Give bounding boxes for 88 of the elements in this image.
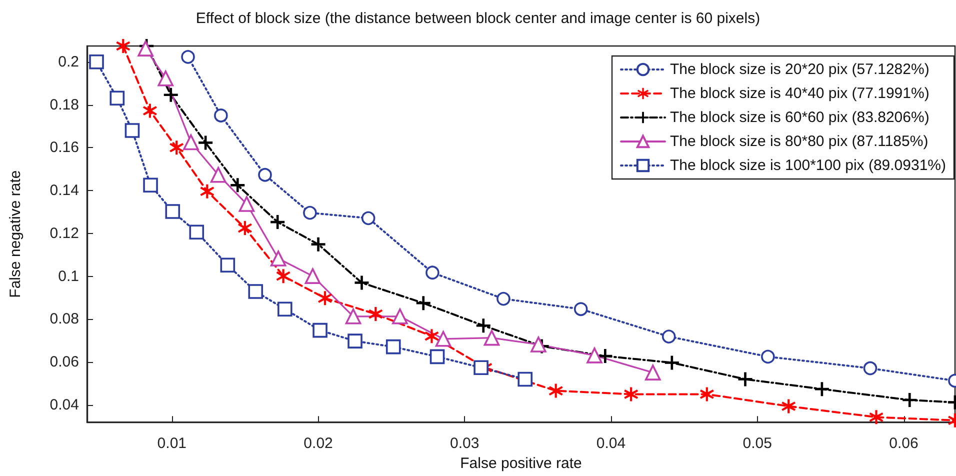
point	[158, 70, 174, 86]
point	[484, 330, 500, 346]
y-tick-label: 0.1	[58, 268, 79, 285]
legend-label: The block size is 60*60 pix (83.8206%)	[670, 109, 930, 126]
point	[586, 348, 602, 364]
point	[368, 307, 383, 322]
point	[664, 356, 679, 370]
chart-title: Effect of block size (the distance between block center and image center is 60 pixels)	[196, 10, 760, 27]
point	[304, 268, 321, 284]
point	[183, 134, 199, 150]
point	[496, 292, 510, 306]
point	[354, 276, 369, 290]
y-tick-label: 0.08	[50, 310, 79, 328]
point	[426, 266, 440, 280]
legend-label: The block size is 20*20 pix (57.1282%)	[670, 61, 930, 78]
point	[318, 291, 332, 306]
point	[303, 206, 317, 220]
point	[624, 387, 638, 402]
y-axis-title: False negative rate	[7, 170, 24, 298]
y-tick-label: 0.18	[50, 96, 79, 114]
point	[181, 50, 195, 64]
point	[392, 308, 408, 324]
point	[416, 296, 430, 310]
point	[164, 88, 178, 102]
legend-label: The block size is 40*40 pix (77.1991%)	[670, 85, 930, 102]
y-tick-label: 0.16	[50, 139, 79, 156]
point	[869, 410, 884, 424]
point	[474, 360, 488, 376]
point	[902, 393, 917, 408]
point	[220, 258, 236, 273]
y-tick-label: 0.12	[50, 224, 79, 242]
point	[548, 384, 563, 398]
point	[345, 308, 362, 324]
point	[700, 387, 714, 402]
point	[165, 204, 180, 219]
point	[644, 364, 661, 380]
point	[311, 237, 326, 252]
point	[782, 399, 796, 414]
point	[270, 250, 286, 266]
point	[278, 302, 292, 316]
point	[143, 178, 158, 193]
point	[348, 334, 362, 348]
y-tick-label: 0.14	[50, 182, 79, 200]
legend-label: The block size is 100*100 pix (89.0931%)	[670, 157, 946, 174]
legend-label: The block size is 80*80 pix (87.1185%)	[670, 133, 928, 150]
point	[435, 331, 452, 347]
x-tick-label: 0.03	[450, 435, 480, 452]
point	[430, 349, 445, 364]
point	[200, 184, 214, 198]
y-tick-label: 0.2	[58, 53, 79, 70]
point	[424, 329, 439, 344]
x-tick-label: 0.01	[157, 435, 186, 452]
point	[386, 339, 401, 354]
point	[89, 54, 104, 70]
x-tick-label: 0.05	[742, 435, 772, 452]
point	[312, 322, 328, 338]
point	[258, 168, 272, 182]
y-tick-label: 0.04	[50, 396, 79, 414]
point	[110, 90, 125, 106]
point	[210, 166, 226, 183]
x-tick-label: 0.02	[304, 435, 333, 452]
point	[214, 108, 228, 122]
point	[530, 336, 546, 352]
point	[189, 224, 204, 240]
point	[238, 221, 252, 236]
x-axis-title: False positive rate	[460, 455, 582, 472]
point	[170, 140, 184, 155]
point	[863, 361, 878, 376]
point	[276, 269, 290, 284]
point	[738, 372, 752, 386]
point	[761, 350, 775, 364]
point	[598, 349, 612, 364]
point	[662, 330, 676, 344]
point	[116, 39, 130, 53]
point	[476, 318, 490, 333]
x-tick-label: 0.04	[596, 435, 626, 452]
point	[124, 123, 140, 138]
point	[248, 284, 264, 299]
point	[518, 372, 532, 387]
point	[198, 136, 213, 150]
point	[361, 211, 376, 226]
point	[138, 40, 154, 56]
x-tick-label: 0.06	[889, 435, 918, 452]
point	[142, 104, 157, 118]
point	[238, 196, 255, 212]
point	[230, 178, 245, 192]
y-tick-label: 0.06	[50, 354, 79, 371]
point	[574, 302, 588, 316]
